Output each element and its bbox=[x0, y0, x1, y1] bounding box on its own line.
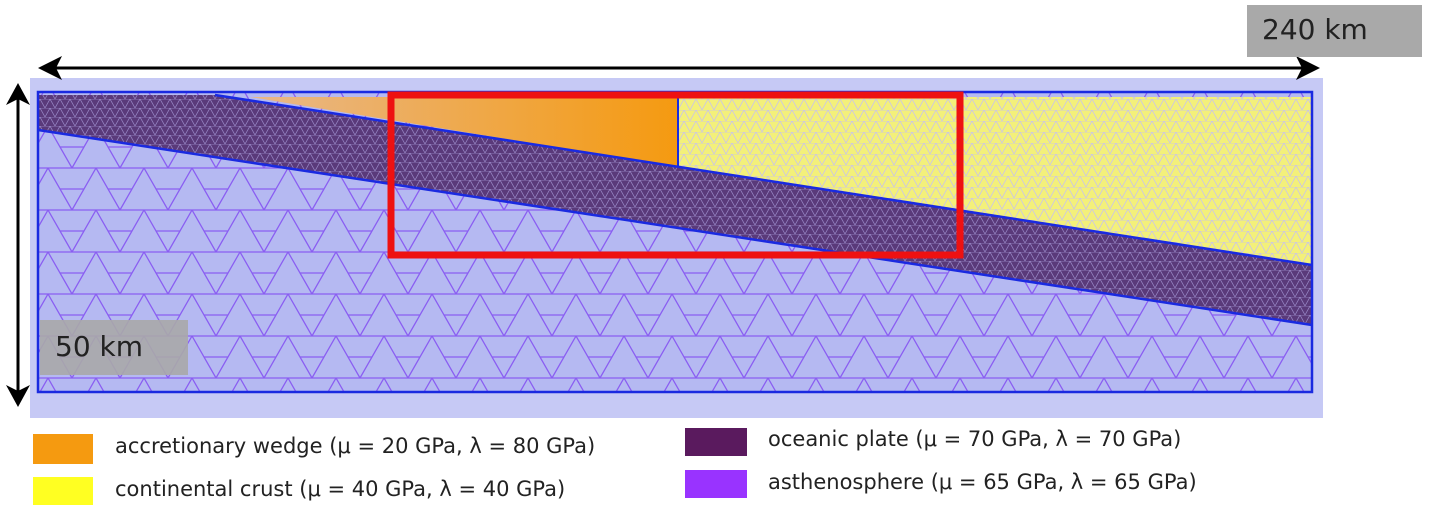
legend-swatch bbox=[33, 434, 93, 464]
oceanic-mesh bbox=[38, 95, 1312, 325]
legend-label: accretionary wedge (μ = 20 GPa, λ = 80 G… bbox=[115, 434, 595, 458]
arrow-head bbox=[6, 83, 30, 105]
plate-top bbox=[214, 93, 1313, 267]
depth-label: 50 km bbox=[55, 330, 143, 363]
legend-label: asthenosphere (μ = 65 GPa, λ = 65 GPa) bbox=[768, 470, 1197, 494]
legend-label: oceanic plate (μ = 70 GPa, λ = 70 GPa) bbox=[768, 427, 1181, 451]
arrow-head bbox=[38, 56, 62, 80]
continental-mesh bbox=[678, 97, 1312, 265]
zoom-box bbox=[387, 91, 964, 259]
width-label: 240 km bbox=[1262, 13, 1368, 46]
depth-label-box bbox=[40, 320, 188, 375]
plate-bottom bbox=[37, 128, 1313, 327]
arrow-head bbox=[6, 385, 30, 407]
legend-label: continental crust (μ = 40 GPa, λ = 40 GP… bbox=[115, 477, 565, 501]
legend-swatch bbox=[685, 470, 747, 498]
legend-swatch bbox=[685, 428, 747, 456]
width-label-box bbox=[1247, 5, 1422, 57]
legend-swatch bbox=[33, 477, 93, 505]
arrow-head bbox=[1296, 56, 1320, 80]
